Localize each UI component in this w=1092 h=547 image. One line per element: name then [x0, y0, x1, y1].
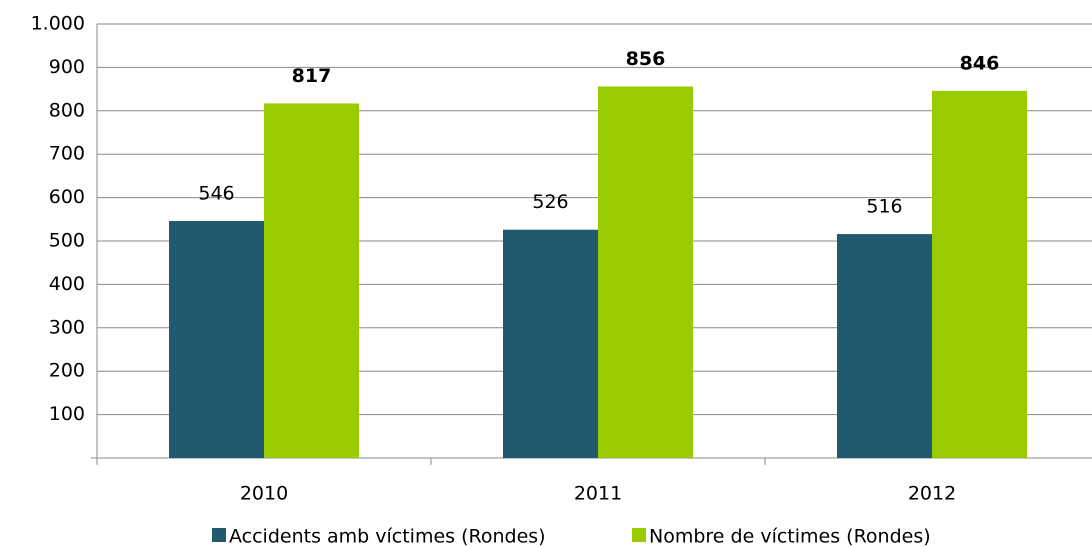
- legend-label: Accidents amb víctimes (Rondes): [229, 526, 546, 547]
- y-tick-label: 100: [49, 403, 85, 425]
- x-tick-label: 2012: [908, 483, 956, 505]
- bar: [598, 86, 693, 458]
- y-tick-label: 200: [49, 360, 85, 382]
- data-label: 526: [532, 191, 568, 213]
- y-tick-label: 300: [49, 316, 85, 338]
- data-label: 546: [198, 183, 234, 205]
- data-label: 817: [292, 65, 332, 87]
- x-tick-label: 2010: [240, 483, 288, 505]
- data-label: 846: [960, 52, 1000, 74]
- bar: [837, 234, 932, 458]
- legend-swatch: [212, 528, 226, 542]
- bar: [264, 103, 359, 458]
- legend-swatch: [632, 528, 646, 542]
- y-tick-label: 400: [49, 273, 85, 295]
- legend-label: Nombre de víctimes (Rondes): [649, 526, 931, 547]
- data-label: 516: [866, 196, 902, 218]
- bar: [169, 221, 264, 458]
- y-tick-label: 800: [49, 99, 85, 121]
- bar: [932, 90, 1027, 458]
- y-tick-label: 500: [49, 230, 85, 252]
- bar: [503, 229, 598, 458]
- x-tick-label: 2011: [574, 483, 622, 505]
- y-tick-label: 600: [49, 186, 85, 208]
- y-tick-label: 700: [49, 143, 85, 165]
- y-tick-label: 900: [49, 56, 85, 78]
- y-tick-label: 1.000: [31, 13, 85, 35]
- data-label: 856: [626, 48, 666, 70]
